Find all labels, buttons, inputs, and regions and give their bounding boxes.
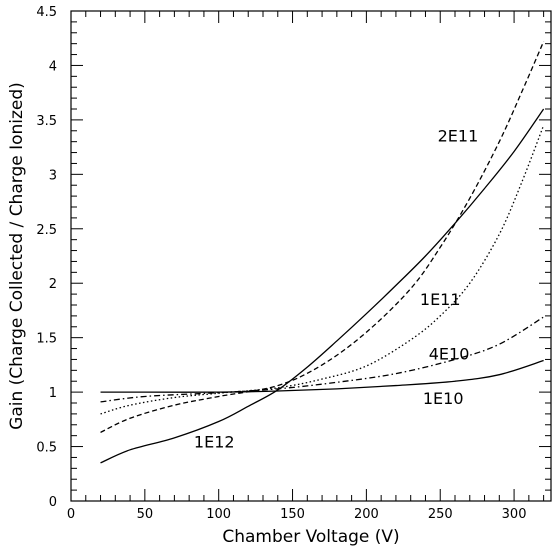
x-tick-label: 0 [67,507,75,522]
curve-labels: 2E11 1E11 4E10 1E10 1E12 [194,127,478,452]
y-tick-label: 2.5 [36,223,57,238]
curve-label-2e11: 2E11 [438,127,479,146]
x-tick-label: 250 [428,507,453,522]
series-line-1e10 [100,359,544,393]
x-tick-label: 300 [502,507,527,522]
x-tick-label: 150 [280,507,305,522]
x-tick-label: 50 [137,507,154,522]
series-lines [100,41,545,464]
y-tick-label: 1.5 [36,332,57,347]
plot-area-border [70,10,552,502]
series-line-2e11 [100,41,545,433]
y-tick-label: 4 [49,59,57,74]
y-axis-title: Gain (Charge Collected / Charge Ionized) [7,82,27,430]
series-line-1e11 [100,125,545,415]
plot-frame [70,10,552,502]
curve-label-4e10: 4E10 [429,344,470,363]
series-line-4e10 [100,316,544,403]
y-tick-label: 0 [49,495,57,510]
y-tick-label: 2 [49,277,57,292]
y-tick-label: 1 [49,386,57,401]
y-tick-label: 4.5 [36,5,57,20]
y-tick-label: 3 [49,168,57,183]
y-tick-label: 0.5 [36,441,57,456]
x-tick-label: 200 [354,507,379,522]
curve-label-1e10: 1E10 [423,389,464,408]
series-line-1e12 [100,108,545,464]
curve-label-1e12: 1E12 [194,433,235,452]
x-axis-ticks: 0 50 100 150 200 250 300 [67,11,545,522]
y-tick-label: 3.5 [36,114,57,129]
x-tick-label: 100 [206,507,231,522]
curve-label-1e11: 1E11 [420,290,461,309]
x-axis-title: Chamber Voltage (V) [222,527,399,547]
y-axis-ticks: 0 0.5 1 1.5 2 2.5 3 3.5 4 4.5 [36,5,551,510]
